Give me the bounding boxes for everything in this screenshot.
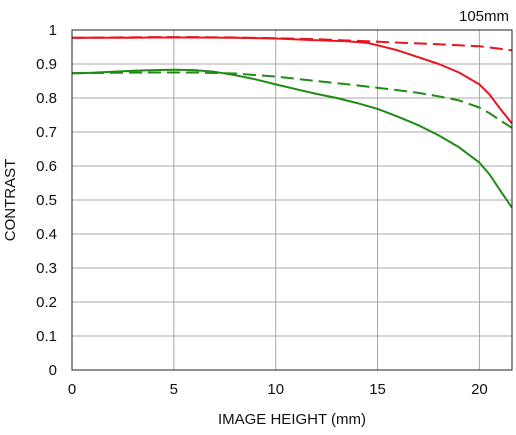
- series-line-1: [72, 36, 513, 125]
- x-axis-title: IMAGE HEIGHT (mm): [218, 411, 366, 428]
- x-tick-label: 20: [471, 381, 488, 398]
- x-tick-label: 10: [267, 381, 284, 398]
- plot-frame: [71, 29, 513, 371]
- chart-title: 105mm: [459, 8, 509, 25]
- y-tick-label: 0.7: [36, 124, 57, 141]
- x-tick-labels: 0 5 10 15 20: [68, 381, 488, 398]
- y-tick-label: 0.6: [36, 158, 57, 175]
- y-tick-label: 0.5: [36, 192, 57, 209]
- series-line-2: [71, 36, 513, 52]
- y-tick-label: 0.3: [36, 260, 57, 277]
- y-tick-label: 1: [49, 22, 57, 39]
- grid: [71, 29, 512, 371]
- y-tick-label: 0: [49, 362, 57, 379]
- series-line-3: [71, 68, 513, 209]
- y-tick-label: 0.9: [36, 56, 57, 73]
- y-tick-label: 0.1: [36, 328, 57, 345]
- y-tick-label: 0.4: [36, 226, 57, 243]
- y-tick-labels: 0 0.1 0.2 0.3 0.4 0.5 0.6 0.7 0.8 0.9 1: [36, 22, 57, 379]
- series-line-4: [71, 71, 513, 129]
- x-tick-label: 15: [369, 381, 386, 398]
- x-tick-label: 5: [170, 381, 178, 398]
- series-layer: [71, 36, 513, 209]
- y-tick-label: 0.8: [36, 90, 57, 107]
- y-axis-title: CONTRAST: [2, 159, 19, 242]
- y-tick-label: 0.2: [36, 294, 57, 311]
- x-tick-label: 0: [68, 381, 76, 398]
